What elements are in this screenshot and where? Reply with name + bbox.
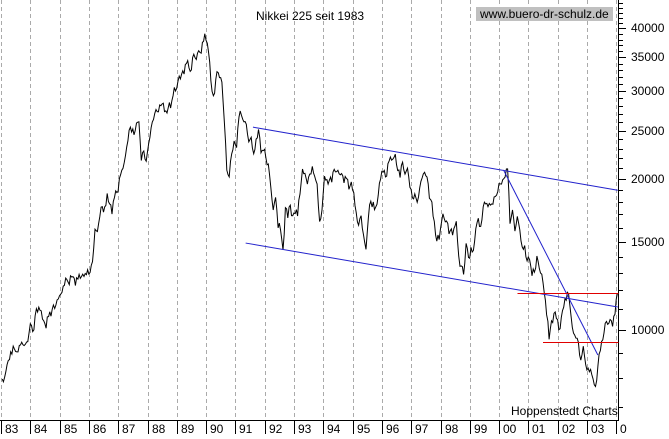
x-axis-labels: 83 84 85 86 87 88 89 90 91 92 93 94 95 96 97 98 99 00 01 02…: [5, 422, 627, 436]
price-line: [1, 33, 618, 388]
chart-title: Nikkei 225 seit 1983: [256, 9, 365, 23]
chart-credit: Hoppenstedt Charts: [511, 404, 618, 418]
trend-lines: [245, 126, 618, 356]
x-axis-label: 95: [357, 422, 371, 436]
x-axis-label: 86: [93, 422, 107, 436]
x-axis-label: 03: [591, 422, 605, 436]
watermark-badge: www.buero-dr-schulz.de: [476, 7, 613, 21]
x-axis-label: 89: [181, 422, 195, 436]
x-axis-label: 96: [386, 422, 400, 436]
x-axis-label: 01: [532, 422, 546, 436]
y-axis-label: 35000: [631, 50, 665, 64]
y-axis-label: 25000: [631, 124, 665, 138]
x-axis-label: 91: [239, 422, 253, 436]
price-series: [1, 33, 618, 388]
x-axis-label: 93: [298, 422, 312, 436]
x-axis-label: 99: [474, 422, 488, 436]
trend-line-channel-top: [252, 126, 618, 191]
y-axis-labels: 10000 15000 20000 25000 30000 35000 40000: [631, 21, 665, 337]
y-axis-label: 20000: [631, 172, 665, 186]
x-axis-label: 02: [562, 422, 576, 436]
y-axis-label: 10000: [631, 323, 665, 337]
y-axis-ticks: [618, 3, 626, 408]
x-axis-label: 0: [620, 422, 627, 436]
x-axis-label: 00: [503, 422, 517, 436]
support-lines: [517, 293, 619, 343]
x-axis-label: 92: [269, 422, 283, 436]
x-axis-label: 97: [415, 422, 429, 436]
x-axis-label: 84: [34, 422, 48, 436]
x-axis-ticks: [1, 420, 617, 434]
x-axis-label: 83: [5, 422, 19, 436]
x-axis-label: 94: [327, 422, 341, 436]
y-axis-label: 30000: [631, 84, 665, 98]
x-axis-label: 98: [445, 422, 459, 436]
y-axis-label: 40000: [631, 21, 665, 35]
trend-line-channel-bottom: [245, 242, 618, 308]
x-axis-label: 88: [152, 422, 166, 436]
x-axis-label: 90: [210, 422, 224, 436]
x-axis-label: 87: [122, 422, 136, 436]
y-axis-label: 15000: [631, 235, 665, 249]
x-axis-label: 85: [64, 422, 78, 436]
trend-line-downtrend: [503, 169, 599, 356]
